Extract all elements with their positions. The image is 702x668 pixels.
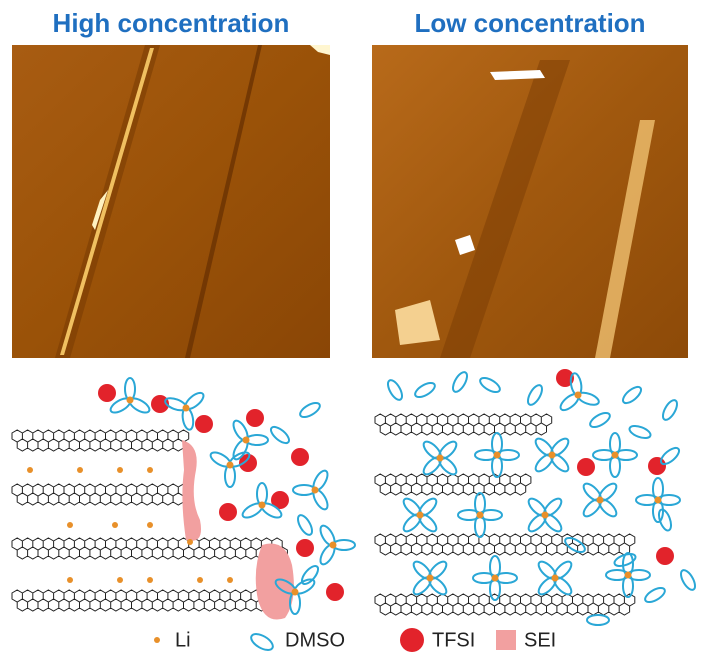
dmso [527,384,543,406]
dmso [452,371,468,393]
li [491,574,499,582]
tfsi [326,583,344,601]
li [147,577,153,583]
li [291,588,299,596]
li [426,574,434,582]
tfsi [195,415,213,433]
li [624,571,632,579]
afm-image-high [12,45,330,358]
panel-title: Low concentration [414,8,645,38]
li [311,486,319,494]
tfsi [271,491,289,509]
dmso [586,614,610,626]
graphene-layer [374,473,532,496]
li [574,391,582,399]
li [126,396,134,404]
li [67,577,73,583]
li [436,454,444,462]
li [227,577,233,583]
dmso [299,402,321,418]
li [67,522,73,528]
li [27,467,33,473]
dmso [657,508,673,532]
dmso [628,424,652,440]
li [197,577,203,583]
afm-image-low [372,45,688,358]
tfsi [648,457,666,475]
li [147,522,153,528]
li [611,451,619,459]
legend-label: SEI [524,629,556,651]
dmso [414,382,436,398]
li [117,577,123,583]
dmso [621,385,643,405]
tfsi [291,448,309,466]
legend-label: Li [175,629,191,651]
tfsi [577,458,595,476]
dmso [297,514,313,536]
legend-label: DMSO [285,629,345,651]
dmso [662,399,678,421]
schematic [11,369,696,626]
li [493,451,501,459]
li [258,501,266,509]
dmso [644,587,666,603]
li [147,467,153,473]
li [596,496,604,504]
li [329,541,337,549]
graphene-layer [11,429,190,452]
li [187,539,193,545]
legend: Li DMSO TFSI SEI [154,628,556,652]
panel-title: High concentration [53,8,290,38]
li [242,436,250,444]
li [654,496,662,504]
dmso [589,412,611,428]
tfsi [656,547,674,565]
legend-label: TFSI [432,629,475,651]
tfsi [556,369,574,387]
li [416,511,424,519]
dmso [269,425,291,445]
graphene-layer [374,593,636,616]
dmso [479,377,501,393]
li [476,511,484,519]
tfsi [246,409,264,427]
li [112,522,118,528]
li [117,467,123,473]
sei [182,440,202,541]
graphene-layer [11,589,288,612]
graphene-layer [374,533,636,556]
li [551,574,559,582]
dmso [680,569,696,591]
li [182,404,190,412]
li [77,467,83,473]
dmso [564,537,586,553]
dmso [613,552,637,568]
dmso [387,379,403,401]
tfsi [98,384,116,402]
tfsi [151,395,169,413]
dmso [659,446,681,466]
li [548,451,556,459]
graphene-layer [374,413,553,436]
dmso [300,564,320,586]
li [226,461,234,469]
graphene-layer [11,537,288,560]
tfsi [296,539,314,557]
graphene-layer [11,483,190,506]
tfsi [239,454,257,472]
tfsi [219,503,237,521]
li [541,511,549,519]
